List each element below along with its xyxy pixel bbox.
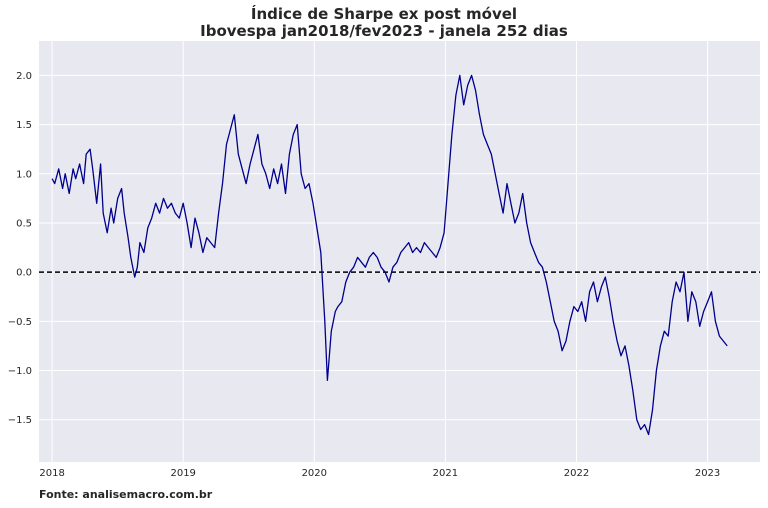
y-tick-label: 0.0 [16, 268, 32, 279]
y-tick-label: −1.5 [8, 415, 32, 426]
x-tick-label: 2020 [302, 468, 327, 479]
y-tick-label: 2.0 [16, 71, 32, 82]
y-tick-label: 1.0 [16, 169, 32, 180]
plot-area [39, 41, 760, 462]
x-axis-ticks: 2018 2019 2020 2021 2022 2023 [39, 468, 720, 479]
sharpe-series-line [51, 74, 728, 436]
x-tick-label: 2018 [39, 468, 64, 479]
x-tick-label: 2022 [564, 468, 589, 479]
x-tick-label: 2021 [433, 468, 458, 479]
y-tick-label: 0.5 [16, 218, 32, 229]
source-note: Fonte: analisemacro.com.br [39, 488, 213, 501]
x-tick-label: 2023 [695, 468, 720, 479]
chart-title: Índice de Sharpe ex post móvel [250, 5, 518, 23]
y-tick-label: 1.5 [16, 120, 32, 131]
x-tick-label: 2019 [170, 468, 195, 479]
chart-subtitle: Ibovespa jan2018/fev2023 - janela 252 di… [200, 22, 568, 40]
y-tick-label: −0.5 [8, 317, 32, 328]
y-axis-ticks: −1.5 −1.0 −0.5 0.0 0.5 1.0 1.5 2.0 [8, 71, 32, 426]
y-tick-label: −1.0 [8, 366, 32, 377]
